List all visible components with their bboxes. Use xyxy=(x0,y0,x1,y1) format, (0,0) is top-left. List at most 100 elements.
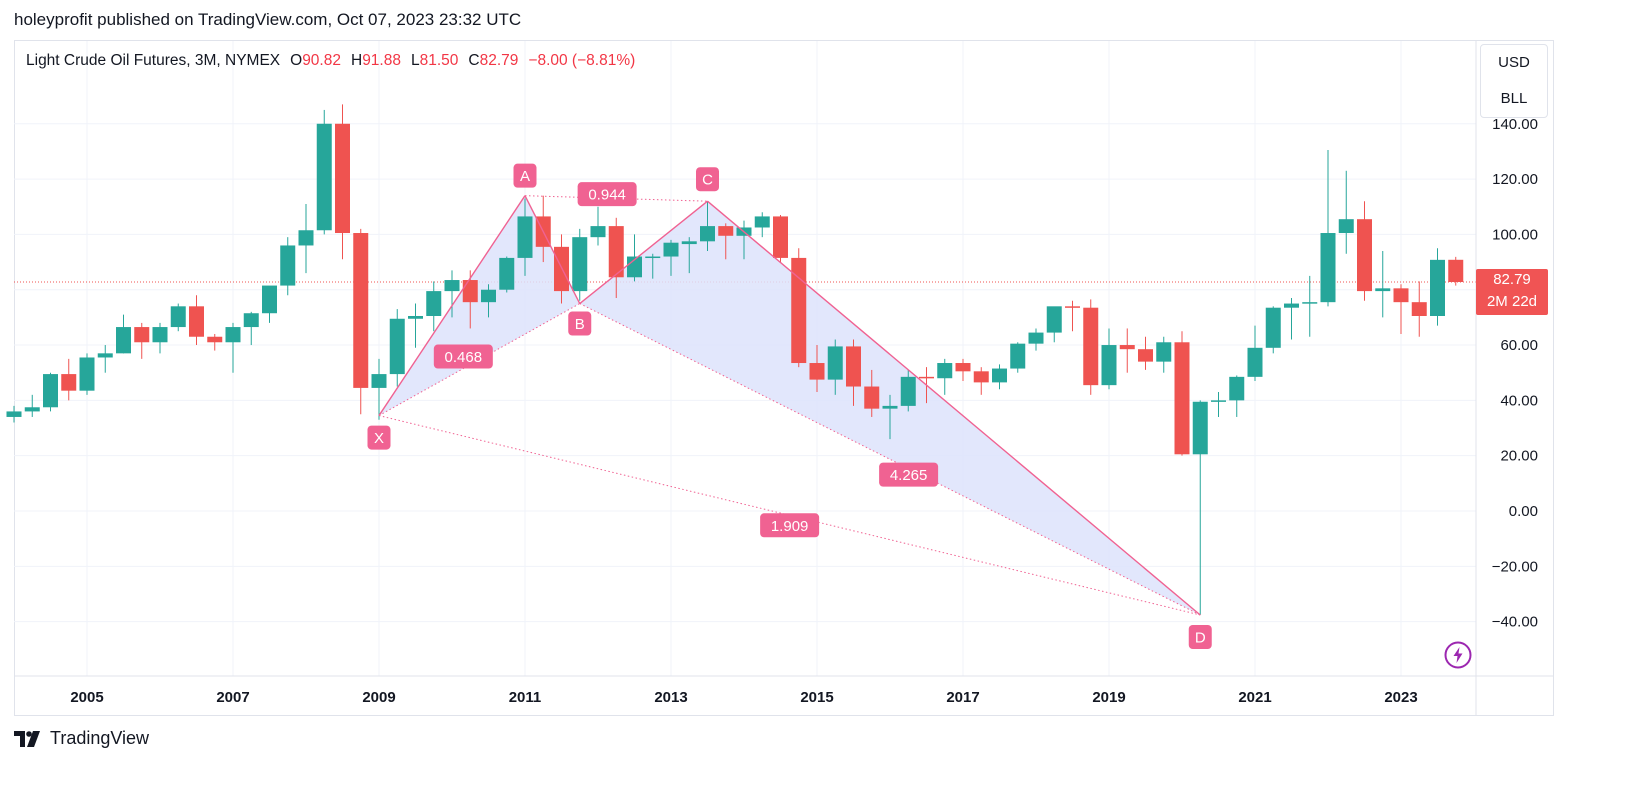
candle-body xyxy=(992,368,1007,383)
candle xyxy=(1138,336,1153,370)
candle xyxy=(189,295,204,346)
y-tick-label: 40.00 xyxy=(1500,392,1538,409)
candle-body xyxy=(1284,303,1299,308)
candle-body xyxy=(189,306,204,337)
symbol-name: Light Crude Oil Futures, 3M, NYMEX xyxy=(26,52,281,69)
candle xyxy=(773,215,788,263)
candle xyxy=(426,281,442,332)
candle xyxy=(590,206,606,246)
pattern-point-x-bg xyxy=(367,425,391,450)
candle-body xyxy=(1247,347,1263,377)
candle xyxy=(846,339,861,406)
candle-body xyxy=(900,376,916,406)
candle xyxy=(134,322,150,359)
candle-body xyxy=(517,216,533,258)
chart-frame[interactable] xyxy=(14,40,1554,716)
candle-body xyxy=(1448,259,1464,283)
candle xyxy=(900,369,916,412)
candle xyxy=(79,353,95,395)
y-tick-label: 100.00 xyxy=(1492,226,1538,243)
pattern-ratio-bd-bg xyxy=(879,462,939,487)
candle-body xyxy=(773,216,788,258)
candle xyxy=(1192,400,1208,616)
pattern-point-a-bg xyxy=(513,163,537,188)
candle xyxy=(864,369,880,417)
candle-body xyxy=(1375,288,1391,292)
low-label: L xyxy=(410,52,420,69)
tradingview-logo[interactable]: TradingView xyxy=(14,728,149,749)
pattern-point-b-bg xyxy=(568,311,592,336)
candle-body xyxy=(864,386,880,409)
candle xyxy=(371,358,387,420)
candle-body xyxy=(116,327,131,354)
tradingview-logo-text: TradingView xyxy=(50,728,150,748)
y-tick-label: 120.00 xyxy=(1492,171,1538,188)
candle xyxy=(1083,299,1099,395)
candle xyxy=(61,358,77,401)
candle xyxy=(24,394,40,417)
unit-label[interactable]: BLL xyxy=(1500,90,1528,107)
y-tick-label: −20.00 xyxy=(1492,558,1538,575)
candle xyxy=(316,109,332,235)
pattern-point-c-text: C xyxy=(702,172,713,189)
candle xyxy=(1229,375,1245,417)
candle-body xyxy=(572,237,588,292)
candle-body xyxy=(1192,401,1208,455)
x-tick-label: 2019 xyxy=(1092,689,1125,706)
candle-body xyxy=(1138,349,1153,362)
candle xyxy=(1247,325,1263,381)
candle-body xyxy=(1156,342,1172,362)
unit-box[interactable]: USD BLL xyxy=(1480,44,1548,118)
pattern-leg-bc xyxy=(579,200,708,305)
candle-body xyxy=(919,376,934,379)
candle xyxy=(1320,150,1336,307)
candle-body xyxy=(243,313,259,328)
candle xyxy=(1411,281,1427,337)
pattern-ratio-line-ac xyxy=(524,195,708,202)
symbol-legend: Light Crude Oil Futures, 3M, NYMEX O90.82… xyxy=(26,52,645,70)
candle-body xyxy=(627,256,642,278)
last-price-tag: 82.79 2M 22d xyxy=(1476,269,1548,315)
candle-body xyxy=(444,280,460,292)
candle xyxy=(170,303,186,332)
candle-body xyxy=(608,226,624,278)
candle xyxy=(882,394,898,440)
currency-label[interactable]: USD xyxy=(1498,54,1530,71)
candle-body xyxy=(791,257,807,364)
candle xyxy=(43,372,58,412)
candle-body xyxy=(718,226,734,236)
candle xyxy=(243,311,259,346)
candle xyxy=(408,303,423,348)
pattern-point-b-text: B xyxy=(575,316,585,333)
x-tick-label: 2013 xyxy=(654,689,687,706)
pattern-point-x-text: X xyxy=(374,430,384,447)
candle-body xyxy=(170,306,186,328)
candle xyxy=(1119,328,1135,373)
candle xyxy=(1375,250,1391,318)
x-tick-label: 2021 xyxy=(1238,689,1271,706)
candle-body xyxy=(700,226,715,242)
candle-body xyxy=(1046,306,1062,333)
candle-body xyxy=(681,241,697,245)
candle xyxy=(499,256,515,293)
x-tick-label: 2017 xyxy=(946,689,979,706)
pattern-point-d-text: D xyxy=(1195,630,1206,647)
candle xyxy=(481,284,496,318)
candle-body xyxy=(353,233,369,388)
candle xyxy=(1046,306,1062,343)
y-tick-label: 140.00 xyxy=(1492,116,1538,133)
candle-body xyxy=(43,374,58,408)
lightning-icon[interactable] xyxy=(1444,641,1472,669)
candle-body xyxy=(97,353,113,358)
candle xyxy=(1430,248,1445,326)
pattern-point-c: C xyxy=(696,167,719,192)
pattern-point-d-bg xyxy=(1188,625,1212,650)
candle-body xyxy=(225,327,241,343)
pattern-ratio-xd: 1.909 xyxy=(760,513,820,538)
pattern-ratio-xb-text: 0.468 xyxy=(445,349,483,366)
candle xyxy=(444,270,460,318)
candle-body xyxy=(280,245,296,286)
pattern-ratio-bd-text: 4.265 xyxy=(890,467,928,484)
x-tick-label: 2005 xyxy=(70,689,103,706)
